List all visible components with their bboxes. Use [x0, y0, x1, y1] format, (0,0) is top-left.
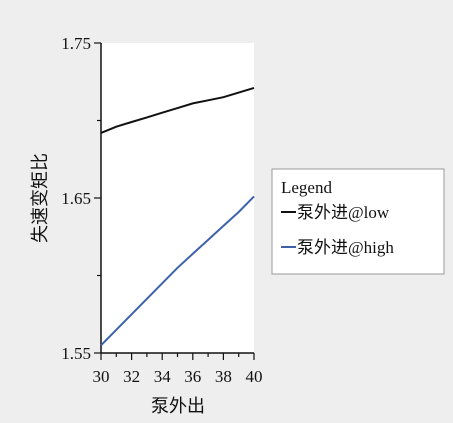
x-tick-label: 40	[246, 367, 263, 386]
legend: Legend 泵外进@low 泵外进@high	[271, 168, 445, 275]
x-tick-label: 32	[123, 367, 140, 386]
x-tick-label: 30	[93, 367, 110, 386]
x-tick-label: 38	[215, 367, 232, 386]
x-tick-label: 36	[184, 367, 201, 386]
legend-box	[271, 168, 445, 275]
x-axis-ticks: 30 32 34 36 38 40	[93, 353, 263, 386]
y-tick-label: 1.75	[61, 34, 91, 53]
series-layer	[100, 86, 255, 347]
y-tick-label: 1.55	[61, 344, 91, 363]
y-axis-ticks: 1.55 1.65 1.75	[61, 34, 101, 363]
y-tick-label: 1.65	[61, 189, 91, 208]
legend-entries: 泵外进@low 泵外进@high	[281, 203, 394, 257]
legend-label: 泵外进@low	[297, 203, 390, 222]
y-axis-title: 失速变矩比	[30, 153, 51, 243]
x-tick-label: 34	[154, 367, 172, 386]
x-axis-title: 泵外出	[151, 396, 205, 417]
series-line-2	[100, 195, 255, 347]
series-line-1	[100, 86, 255, 134]
legend-label: 泵外进@high	[297, 238, 394, 257]
legend-title: Legend	[281, 178, 332, 197]
plot-area	[101, 43, 254, 353]
